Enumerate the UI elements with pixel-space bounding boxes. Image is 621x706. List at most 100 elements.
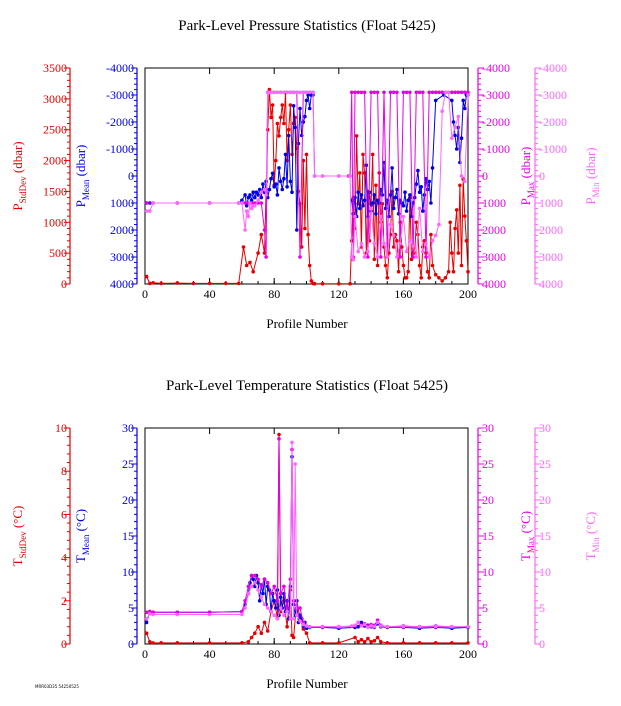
- pressure-series-stddev-point: [437, 276, 441, 280]
- temperature-plot-frame: [144, 427, 469, 645]
- pressure-series-mean-point: [403, 190, 407, 194]
- pressure-series-min-point: [453, 125, 457, 130]
- temperature-series-min-point: [256, 588, 260, 592]
- pressure-series-stddev-point: [248, 260, 252, 265]
- pressure-series-mean-point: [277, 166, 281, 170]
- pressure-max-axis-label-sub: Max: [526, 181, 536, 198]
- temperature-stddev-axis-label-unit: (°C): [10, 506, 25, 532]
- pressure-series-min-point: [256, 198, 260, 203]
- pressure-series-mean-point: [259, 195, 264, 200]
- temperature-series-min-point: [369, 624, 373, 628]
- temperature-series-max-point: [249, 573, 254, 578]
- temperature-series-min-point: [417, 624, 422, 629]
- pressure-series-stddev-point: [395, 239, 399, 243]
- pressure-mean-tick-label: -4000: [106, 61, 134, 75]
- temperature-series-min-point: [401, 624, 406, 629]
- pressure-series-stddev-point: [307, 263, 312, 268]
- pressure-series-stddev-point: [433, 272, 438, 277]
- pressure-max-tick-label: -2000: [482, 115, 510, 129]
- pressure-mean-tick-label: -3000: [106, 88, 134, 102]
- temperature-series-max-point: [275, 599, 280, 603]
- pressure-series-mean-point: [396, 212, 401, 216]
- pressure-series-stddev-point: [464, 239, 469, 243]
- temperature-stddev-tick-label: 4: [61, 551, 67, 565]
- pressure-stddev-tick-label: 2000: [43, 154, 67, 168]
- pressure-series-max-point: [466, 90, 470, 95]
- pressure-stddev-tick-label: 3500: [43, 61, 67, 75]
- pressure-series-max-point: [440, 90, 445, 95]
- pressure-series-min-point: [421, 249, 425, 254]
- pressure-series-min-point: [362, 255, 367, 259]
- temperature-series-mean-point: [359, 620, 364, 625]
- pressure-series-stddev-point: [304, 152, 309, 157]
- temperature-series-min-point: [243, 606, 247, 610]
- pressure-series-mean-point: [299, 133, 304, 138]
- temperature-chart-title: Park-Level Temperature Statistics (Float…: [166, 378, 448, 394]
- pressure-stddev-axis-label-sub: StdDev: [18, 176, 28, 204]
- pressure-series-stddev-point: [299, 245, 304, 249]
- pressure-series-min-point: [304, 90, 309, 95]
- pressure-series-max-point: [243, 201, 247, 205]
- pressure-series-stddev-point: [144, 274, 149, 279]
- pressure-series-min-point: [288, 90, 293, 95]
- pressure-series-max-point: [388, 90, 393, 95]
- pressure-series-mean-point: [293, 125, 298, 130]
- pressure-series-max-point: [298, 255, 302, 259]
- pressure-series-max-point: [398, 255, 403, 259]
- pressure-series-mean-point: [246, 195, 251, 200]
- temperature-series-min-point: [298, 619, 302, 623]
- pressure-min-tick-label: -2000: [539, 115, 567, 129]
- temperature-series-min-point: [379, 624, 383, 628]
- pressure-series-stddev-point: [241, 245, 246, 249]
- pressure-series-min-point: [372, 241, 377, 246]
- temperature-min-tick-label: 30: [539, 421, 551, 435]
- temperature-max-tick-label: 20: [482, 493, 494, 507]
- pressure-series-mean-point: [270, 171, 275, 176]
- temperature-mean-tick-label: 20: [122, 493, 134, 507]
- temperature-series-min-point: [372, 624, 377, 629]
- pressure-series-max-point: [453, 90, 457, 95]
- pressure-series-max-point: [427, 90, 432, 95]
- pressure-min-tick-label: 4000: [539, 277, 563, 291]
- temperature-mean-axis-label-unit: (°C): [73, 509, 88, 535]
- pressure-stddev-axis-label: PStdDev (dbar): [10, 141, 28, 210]
- temperature-series-stddev-point: [265, 629, 270, 633]
- pressure-series-stddev-point: [429, 232, 433, 237]
- temperature-series-max-point: [246, 584, 251, 589]
- pressure-series-max-point: [408, 90, 412, 95]
- temperature-max-axis-label-main: T: [518, 553, 533, 561]
- pressure-mean-axis-label-main: P: [73, 200, 88, 207]
- pressure-series-min-point: [249, 206, 254, 211]
- pressure-series-min-point: [298, 90, 302, 95]
- pressure-series-max-point: [144, 201, 149, 205]
- temperature-stddev-tick-label: 2: [61, 594, 67, 608]
- temperature-series-max-point: [278, 591, 283, 596]
- temperature-mean-axis-label: TMean (°C): [73, 509, 91, 563]
- pressure-series-min-point: [433, 233, 438, 238]
- pressure-series-mean-point: [274, 182, 278, 186]
- pressure-series-stddev-point: [385, 276, 390, 280]
- temperature-series-stddev-point: [240, 641, 244, 645]
- pressure-max-tick-label: -1000: [482, 142, 510, 156]
- pressure-series-stddev-point: [450, 251, 454, 255]
- temperature-min-axis-label-unit: (°C): [583, 512, 598, 538]
- pressure-series-stddev-point: [406, 269, 411, 274]
- pressure-series-stddev-point: [370, 152, 375, 157]
- temperature-mean-axis-label-sub: Mean: [81, 534, 91, 555]
- pressure-series-min-point: [253, 203, 257, 208]
- pressure-series-min-point: [388, 222, 393, 227]
- pressure-series-stddev-point: [320, 281, 325, 286]
- pressure-series-mean-point: [419, 185, 424, 189]
- pressure-series-stddev-point: [463, 214, 467, 218]
- pressure-series-max-point: [421, 90, 425, 95]
- pressure-series-min-point: [427, 255, 432, 259]
- pressure-series-min-point: [351, 257, 356, 262]
- temperature-series-mean-point: [274, 606, 278, 610]
- pressure-series-min-point: [459, 174, 464, 178]
- temperature-min-axis-label: TMin (°C): [583, 512, 601, 561]
- temperature-series-min-point: [175, 612, 180, 617]
- pressure-series-mean-point: [404, 209, 409, 213]
- pressure-series-mean-point: [298, 106, 302, 111]
- temperature-series-min-point: [144, 617, 149, 621]
- temperature-series-min-point: [291, 617, 296, 621]
